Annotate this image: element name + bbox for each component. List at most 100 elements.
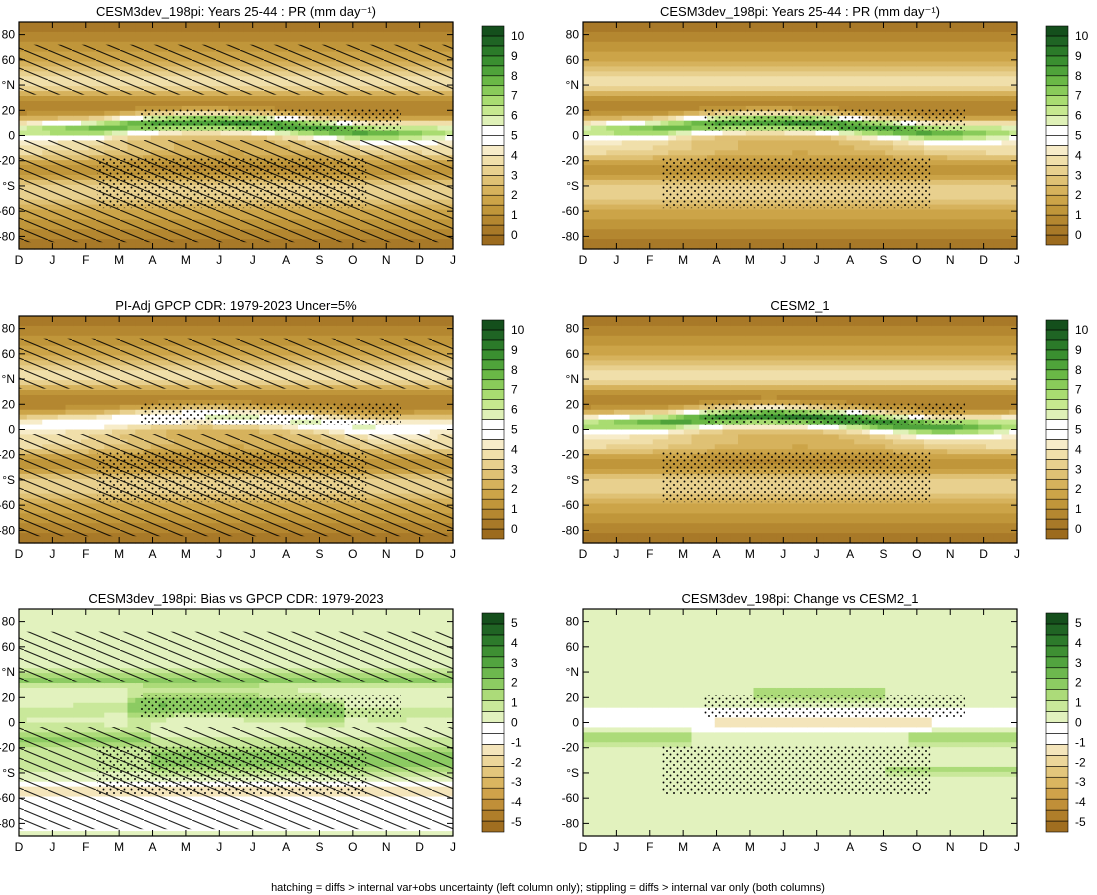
heatmap-cell	[621, 150, 631, 156]
heatmap-cell	[846, 76, 855, 82]
heatmap-cell	[50, 130, 59, 137]
heatmap-cell	[962, 194, 972, 201]
heatmap-cell	[676, 26, 685, 33]
heatmap-cell	[730, 91, 739, 97]
heatmap-cell	[955, 184, 964, 191]
heatmap-cell	[598, 199, 607, 206]
heatmap-cell	[606, 135, 615, 142]
heatmap-cell	[908, 130, 917, 137]
heatmap-cell	[621, 140, 631, 146]
heatmap-cell	[714, 130, 724, 137]
heatmap-cell	[908, 140, 917, 146]
heatmap-cell	[668, 51, 677, 58]
heatmap-cell	[916, 224, 925, 230]
heatmap-cell	[939, 165, 948, 171]
heatmap-cell	[962, 160, 972, 166]
heatmap-cell	[862, 224, 871, 230]
heatmap-cell	[714, 26, 724, 33]
heatmap-cell	[422, 105, 431, 112]
heatmap-cell	[924, 26, 933, 33]
heatmap-cell	[57, 110, 67, 117]
panel-title: CESM3dev_198pi: Years 25-44 : PR (mm day…	[96, 4, 376, 19]
heatmap-cell	[290, 26, 299, 33]
heatmap-cell	[962, 199, 972, 206]
heatmap-cell	[745, 150, 755, 156]
heatmap-cell	[691, 110, 700, 117]
heatmap-cell	[683, 115, 693, 122]
heatmap-cell	[908, 66, 917, 72]
heatmap-cell	[305, 130, 315, 137]
heatmap-cell	[916, 71, 925, 77]
heatmap-cell	[127, 41, 136, 48]
heatmap-cell	[807, 130, 817, 137]
heatmap-cell	[753, 46, 762, 53]
heatmap-cell	[714, 209, 724, 216]
heatmap-cell	[699, 26, 708, 33]
colorbar-swatch	[481, 155, 505, 166]
heatmap-cell	[714, 135, 724, 142]
heatmap-cell	[962, 135, 972, 142]
heatmap-cell	[769, 150, 778, 156]
heatmap-cell	[158, 31, 167, 38]
heatmap-cell	[691, 219, 700, 225]
heatmap-cell	[614, 56, 623, 63]
heatmap-cell	[336, 26, 346, 33]
heatmap-cell	[212, 96, 222, 102]
y-tick-label: 80	[2, 28, 16, 42]
heatmap-cell	[290, 244, 299, 250]
heatmap-cell	[838, 234, 848, 240]
heatmap-cell	[869, 145, 879, 151]
heatmap-cell	[676, 110, 685, 117]
heatmap-cell	[815, 239, 824, 245]
heatmap-cell	[939, 41, 948, 48]
heatmap-cell	[290, 31, 299, 38]
heatmap-cell	[367, 130, 377, 137]
heatmap-cell	[885, 36, 894, 43]
heatmap-cell	[367, 26, 377, 33]
heatmap-cell	[352, 96, 361, 102]
heatmap-cell	[88, 125, 98, 132]
heatmap-cell	[668, 150, 677, 156]
heatmap-cell	[683, 22, 693, 28]
heatmap-cell	[88, 135, 98, 142]
heatmap-cell	[877, 100, 886, 107]
heatmap-cell	[714, 155, 724, 161]
heatmap-cell	[707, 22, 716, 28]
heatmap-cell	[65, 36, 74, 43]
heatmap-cell	[606, 179, 615, 186]
heatmap-cell	[614, 155, 623, 161]
heatmap-cell	[962, 110, 972, 117]
heatmap-cell	[414, 244, 423, 250]
heatmap-cell	[143, 244, 152, 250]
heatmap-cell	[714, 76, 724, 82]
heatmap-cell	[34, 125, 43, 132]
heatmap-cell	[406, 31, 415, 38]
heatmap-cell	[583, 174, 592, 181]
heatmap-cell	[42, 115, 51, 122]
heatmap-cell	[414, 96, 423, 102]
heatmap-cell	[769, 61, 778, 68]
heatmap-cell	[360, 41, 369, 48]
heatmap-cell	[668, 46, 677, 53]
heatmap-cell	[962, 115, 972, 122]
heatmap-cell	[598, 204, 607, 211]
heatmap-cell	[831, 76, 840, 82]
heatmap-cell	[668, 61, 677, 68]
heatmap-cell	[900, 71, 910, 77]
heatmap-cell	[360, 36, 369, 43]
heatmap-cell	[707, 36, 716, 43]
heatmap-cell	[730, 135, 739, 142]
heatmap-cell	[391, 31, 400, 38]
heatmap-cell	[274, 130, 284, 137]
heatmap-cell	[776, 91, 786, 97]
heatmap-cell	[676, 214, 685, 220]
heatmap-cell	[150, 96, 160, 102]
heatmap-cell	[885, 219, 894, 225]
heatmap-cell	[838, 51, 848, 58]
heatmap-cell	[893, 81, 902, 87]
heatmap-cell	[313, 36, 322, 43]
heatmap-cell	[57, 244, 67, 250]
heatmap-cell	[352, 135, 361, 142]
heatmap-cell	[730, 22, 739, 28]
heatmap-cell	[807, 229, 817, 235]
